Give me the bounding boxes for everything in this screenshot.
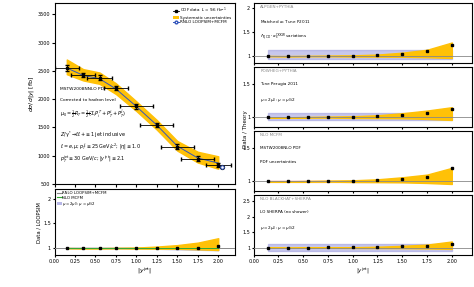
Text: Matched $\alpha_s$ Tune P2011: Matched $\alpha_s$ Tune P2011 [260,18,311,26]
Text: $\mu=2\mu_0:\mu=\mu_0/2$: $\mu=2\mu_0:\mu=\mu_0/2$ [260,224,296,232]
X-axis label: $|y^{\rm jet}|$: $|y^{\rm jet}|$ [137,265,152,276]
Text: $\mu=2\mu_0:\mu=\mu_0/2$: $\mu=2\mu_0:\mu=\mu_0/2$ [260,96,296,104]
X-axis label: $|y^{\rm jet}|$: $|y^{\rm jet}|$ [356,265,369,276]
Text: Data / Theory: Data / Theory [243,110,248,148]
Text: Corrected to hadron level: Corrected to hadron level [60,98,116,102]
Text: $p_T^{\rm jet}\geq30$ GeV/$c$; $|y^{\rm jet}|\leq2.1$: $p_T^{\rm jet}\geq30$ GeV/$c$; $|y^{\rm … [60,153,126,164]
Text: POWHEG+PYTHIA: POWHEG+PYTHIA [260,69,297,73]
Text: MSTW2008NLO PDF: MSTW2008NLO PDF [260,146,301,150]
Text: Tune Perugia 2011: Tune Perugia 2011 [260,82,298,86]
Text: $\ell=e,\mu$; $p_T^\ell\geq25$ GeV/$c^2$; $|\eta|\leq1.0$: $\ell=e,\mu$; $p_T^\ell\geq25$ GeV/$c^2$… [60,141,141,152]
Text: ALPGEN+PYTHIA: ALPGEN+PYTHIA [260,5,294,9]
Y-axis label: Data / LOOPSIM: Data / LOOPSIM [37,202,42,243]
Text: PDF uncertainties: PDF uncertainties [260,160,296,164]
Y-axis label: $d\sigma/d|y|$ [fb]: $d\sigma/d|y|$ [fb] [27,75,36,112]
Text: LO SHERPA (no shower): LO SHERPA (no shower) [260,210,309,214]
Text: $\Lambda_{\rm QCD}\cdot\alpha_s^{\rm CKKW}$ variations: $\Lambda_{\rm QCD}\cdot\alpha_s^{\rm CKK… [260,32,308,42]
Text: $Z/\gamma^*\!\rightarrow\!\ell\ell+\!\geq\!1$ jet inclusive: $Z/\gamma^*\!\rightarrow\!\ell\ell+\!\ge… [60,130,126,140]
Text: NLO MCFM: NLO MCFM [260,133,282,137]
Text: NLO BLACKHAT+SHERPA: NLO BLACKHAT+SHERPA [260,197,311,201]
Legend: RNLO LOOPSIM+MCFM, NLO MCFM, $\mu=2\mu_0:\mu=\mu_0/2$: RNLO LOOPSIM+MCFM, NLO MCFM, $\mu=2\mu_0… [56,191,107,208]
Text: $\mu_0=\frac{1}{2}R_T=\frac{1}{2}(\Sigma_i P_i^T+P_T^\ell+P_T^{\bar\ell})$: $\mu_0=\frac{1}{2}R_T=\frac{1}{2}(\Sigma… [60,109,126,120]
Text: MSTW2008NNLO PDF: MSTW2008NNLO PDF [60,87,106,91]
Legend: CDF data  $L = 9.6$ fb$^{-1}$, Systematic uncertainties, RNLO LOOPSIM+MCFM: CDF data $L = 9.6$ fb$^{-1}$, Systematic… [172,5,233,25]
